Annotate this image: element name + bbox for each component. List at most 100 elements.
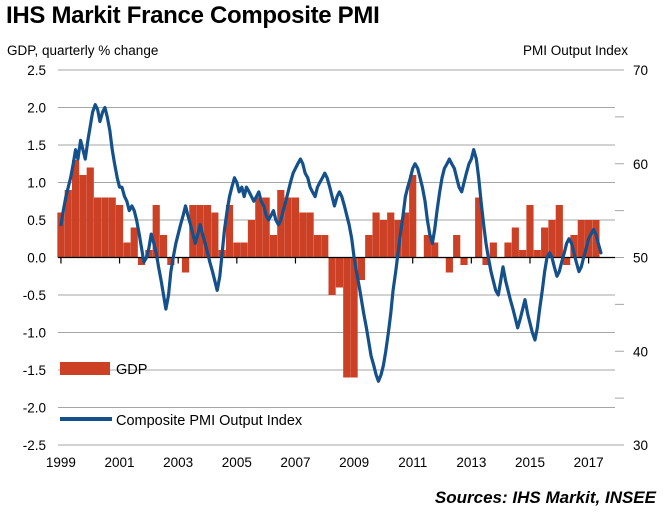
gdp-bar <box>533 250 541 258</box>
x-axis-tick-label: 1999 <box>46 455 76 470</box>
legend: GDP Composite PMI Output Index <box>60 362 303 429</box>
gdp-bar <box>240 242 248 258</box>
gdp-bar <box>357 257 366 280</box>
gdp-bar <box>57 212 65 258</box>
gdp-bar <box>262 197 270 258</box>
left-axis-tick-label: 1.0 <box>27 176 46 191</box>
gdp-bar <box>203 205 212 258</box>
gdp-bar <box>387 212 395 258</box>
left-axis-tick-label: -2.5 <box>23 438 46 453</box>
gdp-bar <box>101 197 109 258</box>
gdp-bar <box>526 205 534 258</box>
left-axis: 2.5 2.0 1.5 1.0 0.5 0.0 -0.5 -1.0 -1.5 -2.0 -2.5 <box>23 63 46 453</box>
gdp-bar <box>577 220 585 258</box>
gdp-bar <box>181 257 190 273</box>
gdp-bar <box>511 227 519 258</box>
gdp-bar <box>460 257 468 265</box>
x-axis-tick-label: 2003 <box>163 455 193 470</box>
right-axis-tick-label: 70 <box>633 63 648 78</box>
gdp-bar <box>372 212 380 258</box>
x-axis-tick-label: 2015 <box>515 455 545 470</box>
x-axis-tick-label: 2001 <box>105 455 135 470</box>
gdp-bar <box>64 190 72 258</box>
gdp-bar <box>423 235 431 258</box>
x-axis: 1999 2001 2003 2005 2007 2009 2011 2013 2015 2017 <box>46 257 604 470</box>
page-title: IHS Markit France Composite PMI <box>6 2 380 29</box>
legend-swatch-gdp <box>60 362 110 375</box>
gdp-bar <box>548 220 556 258</box>
left-axis-tick-label: -1.0 <box>23 326 46 341</box>
gdp-bar <box>431 242 439 258</box>
gdp-bar <box>284 197 292 258</box>
gdp-bar <box>299 212 307 258</box>
gdp-bar <box>159 235 168 258</box>
gdp-bar <box>482 257 490 265</box>
right-axis-tick-label: 50 <box>633 251 648 266</box>
gdp-bar <box>152 205 160 258</box>
left-axis-tick-label: 0.0 <box>27 251 46 266</box>
x-axis-tick-label: 2007 <box>280 455 310 470</box>
gdp-bar <box>541 227 549 258</box>
right-axis-tick-label: 60 <box>633 157 648 172</box>
gdp-bar <box>277 190 285 258</box>
gdp-bar <box>233 242 241 258</box>
gdp-bar <box>475 197 483 258</box>
right-axis-tick-label: 30 <box>633 438 648 453</box>
gdp-bar <box>93 197 102 258</box>
pmi-output-index-line <box>59 103 603 383</box>
gdp-bar <box>409 175 417 258</box>
left-axis-caption: GDP, quarterly % change <box>7 43 159 58</box>
gdp-bar <box>86 167 94 258</box>
gdp-bar <box>394 220 402 258</box>
gdp-bar <box>313 235 322 258</box>
right-axis-tick-label: 40 <box>633 344 648 359</box>
gdp-bar <box>519 250 527 258</box>
x-axis-tick-label: 2013 <box>456 455 486 470</box>
gdp-bar <box>247 220 256 258</box>
gdp-bar <box>321 235 329 258</box>
gdp-bar <box>350 257 358 378</box>
gdp-bar <box>328 257 336 295</box>
gdp-bars <box>57 160 600 378</box>
x-axis-tick-label: 2011 <box>398 455 427 470</box>
left-axis-tick-label: 2.0 <box>27 101 46 116</box>
left-axis-tick-label: -1.5 <box>23 363 46 378</box>
x-axis-tick-label: 2009 <box>339 455 369 470</box>
source-note: Sources: IHS Markit, INSEE <box>434 488 656 507</box>
gdp-bar <box>306 212 314 258</box>
right-axis-caption: PMI Output Index <box>522 43 628 58</box>
gdp-bar <box>130 227 138 258</box>
gdp-bar <box>255 197 263 258</box>
gdp-bar <box>365 235 373 258</box>
gdp-bar <box>445 257 453 273</box>
left-axis-tick-label: -0.5 <box>23 288 46 303</box>
x-axis-tick-label: 2017 <box>574 455 604 470</box>
gdp-bar <box>555 205 563 258</box>
gdp-bar <box>72 160 80 258</box>
gdp-bar <box>167 257 175 265</box>
x-axis-tick-label: 2005 <box>222 455 252 470</box>
gdp-bar <box>269 235 278 258</box>
gdp-bar <box>379 220 387 258</box>
left-axis-tick-label: 1.5 <box>27 138 46 153</box>
right-axis: 70 60 50 40 30 <box>615 63 648 453</box>
gdp-bar <box>563 257 571 265</box>
gdp-bar <box>489 242 497 258</box>
gdp-bar <box>137 257 146 265</box>
gridlines <box>58 69 615 446</box>
left-axis-tick-label: 2.5 <box>27 63 46 78</box>
gdp-bar <box>504 242 512 258</box>
gdp-bar <box>108 197 116 258</box>
gdp-bar <box>211 212 219 258</box>
legend-label-gdp: GDP <box>116 362 147 378</box>
gdp-bar <box>123 242 131 258</box>
gdp-bar <box>79 175 87 258</box>
left-axis-tick-label: 0.5 <box>27 213 46 228</box>
legend-label-pmi: Composite PMI Output Index <box>116 413 303 429</box>
gdp-bar <box>343 257 351 378</box>
gdp-bar <box>225 205 234 258</box>
left-axis-tick-label: -2.0 <box>23 401 46 416</box>
gdp-bar <box>291 197 300 258</box>
